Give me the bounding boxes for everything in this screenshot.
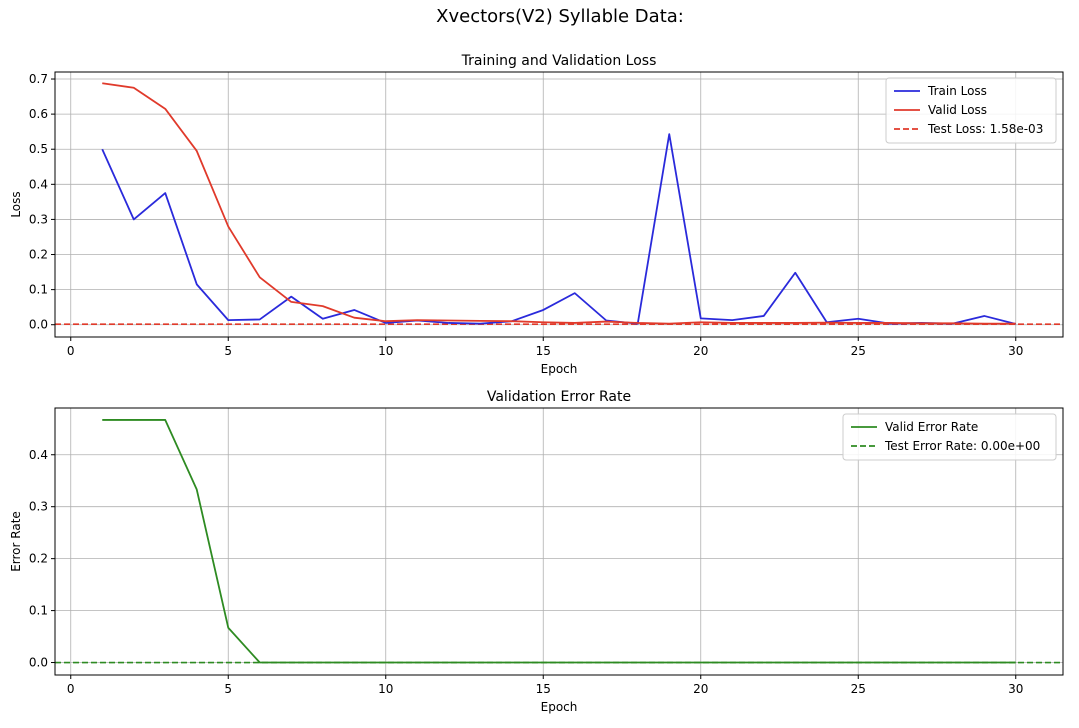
chart-1-x-tick-label: 20	[693, 682, 708, 696]
chart-1-y-tick-label: 0.4	[29, 448, 48, 462]
chart-1-x-tick-label: 15	[536, 682, 551, 696]
loss-panel: Training and Validation Loss 0 5 10 15 20 25 30…	[9, 53, 1064, 376]
chart-0-y-tick-label: 0.4	[29, 177, 48, 191]
chart-1-x-tick-label: 5	[224, 682, 232, 696]
chart-0-y-tick-label: 0.1	[29, 283, 48, 297]
chart-0-series-0-line	[101, 133, 1016, 325]
figure-title: Xvectors(V2) Syllable Data:	[436, 6, 684, 27]
chart-1-axes-frame	[54, 407, 1064, 676]
chart-0-legend: Train Loss Valid Loss Test Loss: 1.58e-03	[885, 77, 1057, 144]
chart-1-legend-label-1: Test Error Rate: 0.00e+00	[884, 439, 1040, 453]
chart-0-y-tick-label: 0.2	[29, 248, 48, 262]
chart-0-legend-label-0: Train Loss	[927, 84, 987, 98]
chart-0-x-tick-label: 20	[693, 344, 708, 358]
chart-1-title: Validation Error Rate	[487, 389, 631, 405]
chart-1-y-tick-label: 0.1	[29, 604, 48, 618]
chart-0-x-tick-label: 15	[536, 344, 551, 358]
chart-0-x-tick-label: 0	[67, 344, 75, 358]
chart-1-x-axis-label: Epoch	[541, 700, 578, 714]
chart-1-x-tick-label: 10	[378, 682, 393, 696]
chart-0-title: Training and Validation Loss	[461, 53, 657, 69]
chart-1-y-tick-label: 0.0	[29, 656, 48, 670]
chart-0-y-tick-label: 0.6	[29, 107, 48, 121]
chart-1-x-tick-label: 0	[67, 682, 75, 696]
chart-0-x-tick-label: 5	[224, 344, 232, 358]
chart-0-x-tick-label: 10	[378, 344, 393, 358]
error-rate-panel: Validation Error Rate 0 5 10 15 20 25 30 0.0 0.1 0…	[9, 389, 1064, 714]
chart-0-y-axis-label: Loss	[9, 191, 23, 217]
chart-1-y-tick-label: 0.2	[29, 552, 48, 566]
chart-0-x-axis-label: Epoch	[541, 362, 578, 376]
chart-1-y-tick-label: 0.3	[29, 500, 48, 514]
chart-0-y-tick-label: 0.5	[29, 142, 48, 156]
chart-1-series-0-line	[102, 419, 1016, 664]
chart-1-legend-label-0: Valid Error Rate	[885, 420, 978, 434]
chart-1-y-axis-label: Error Rate	[9, 511, 23, 572]
chart-0-y-tick-label: 0.7	[29, 72, 48, 86]
chart-1-x-tick-label: 30	[1008, 682, 1023, 696]
chart-0-legend-label-2: Test Loss: 1.58e-03	[927, 122, 1043, 136]
chart-1-legend-box	[842, 413, 1057, 461]
chart-1-x-tick-label: 25	[851, 682, 866, 696]
chart-0-axes-frame	[54, 71, 1064, 338]
chart-0-legend-label-1: Valid Loss	[928, 103, 987, 117]
chart-0-x-tick-label: 30	[1008, 344, 1023, 358]
chart-1-legend: Valid Error Rate Test Error Rate: 0.00e+0…	[842, 413, 1057, 461]
chart-0-y-tick-label: 0.3	[29, 212, 48, 226]
chart-0-x-tick-label: 25	[851, 344, 866, 358]
chart-0-y-tick-label: 0.0	[29, 318, 48, 332]
chart-0-series-1-line	[102, 82, 1016, 325]
chart-0-legend-box	[885, 77, 1057, 144]
